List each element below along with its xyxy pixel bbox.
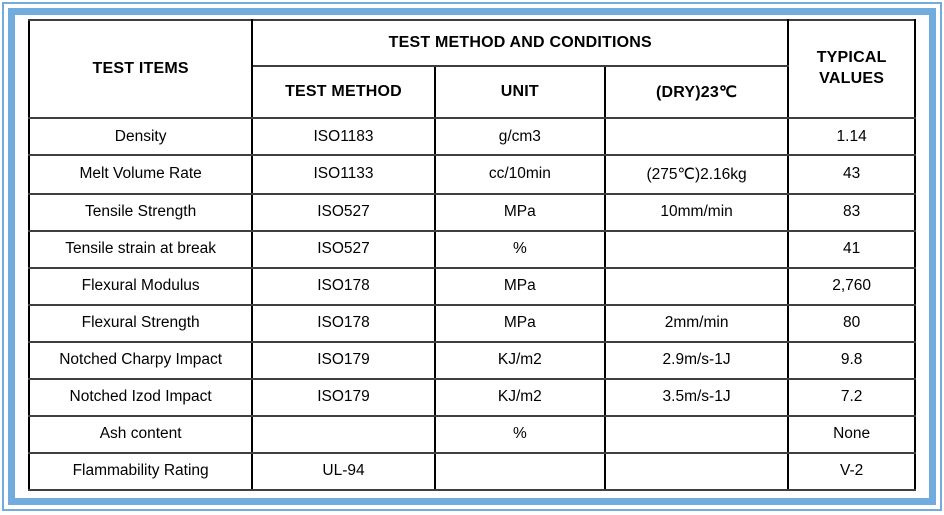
cell-typical-value: 83: [787, 192, 916, 232]
cell-unit: %: [433, 414, 606, 454]
cell-unit: KJ/m2: [433, 377, 606, 417]
cell-condition: 10mm/min: [603, 192, 790, 232]
cell-typical-value: 41: [787, 229, 916, 269]
cell-condition: [603, 414, 790, 454]
cell-unit: [433, 451, 606, 492]
spec-table: TEST ITEMS TEST METHOD AND CONDITIONS TY…: [27, 19, 916, 492]
header-condition: (DRY)23℃: [603, 65, 790, 119]
cell-typical-value: 2,760: [787, 266, 916, 306]
cell-typical-value: V-2: [787, 451, 916, 492]
table-row: Notched Charpy Impact ISO179 KJ/m2 2.9m/…: [27, 340, 916, 380]
table-row: Ash content % None: [27, 414, 916, 454]
cell-unit: MPa: [433, 266, 606, 306]
cell-test-item: Density: [27, 117, 254, 156]
cell-test-method: ISO179: [251, 340, 436, 380]
cell-test-item: Flammability Rating: [27, 451, 254, 492]
cell-condition: [603, 451, 790, 492]
cell-test-item: Notched Charpy Impact: [27, 340, 254, 380]
table-row: Tensile Strength ISO527 MPa 10mm/min 83: [27, 192, 916, 232]
cell-test-method: ISO178: [251, 303, 436, 343]
cell-typical-value: 9.8: [787, 340, 916, 380]
table-row: Flexural Modulus ISO178 MPa 2,760: [27, 266, 916, 306]
table-row: Density ISO1183 g/cm3 1.14: [27, 117, 916, 156]
cell-typical-value: 43: [787, 154, 916, 195]
cell-test-method: ISO1133: [251, 154, 436, 195]
cell-condition: [603, 266, 790, 306]
header-unit: UNIT: [433, 65, 606, 119]
cell-test-item: Flexural Modulus: [27, 266, 254, 306]
cell-test-method: ISO179: [251, 377, 436, 417]
cell-test-method: ISO527: [251, 192, 436, 232]
cell-test-item: Melt Volume Rate: [27, 154, 254, 195]
cell-typical-value: 80: [787, 303, 916, 343]
header-test-items: TEST ITEMS: [27, 19, 254, 119]
cell-test-method: ISO1183: [251, 117, 436, 156]
cell-unit: g/cm3: [433, 117, 606, 156]
cell-condition: [603, 117, 790, 156]
cell-test-method: UL-94: [251, 451, 436, 492]
table-row: Notched Izod Impact ISO179 KJ/m2 3.5m/s-…: [27, 377, 916, 417]
table-row: Tensile strain at break ISO527 % 41: [27, 229, 916, 269]
cell-condition: [603, 229, 790, 269]
header-method-and-conditions: TEST METHOD AND CONDITIONS: [251, 19, 790, 67]
cell-unit: %: [433, 229, 606, 269]
table-header-row-bottom: TEST METHOD UNIT (DRY)23℃: [29, 65, 915, 119]
cell-test-method: ISO527: [251, 229, 436, 269]
table-row: Melt Volume Rate ISO1133 cc/10min (275℃)…: [27, 154, 916, 195]
cell-typical-value: 1.14: [787, 117, 916, 156]
table-row: Flammability Rating UL-94 V-2: [27, 451, 916, 492]
header-test-method: TEST METHOD: [251, 65, 436, 119]
table-row: Flexural Strength ISO178 MPa 2mm/min 80: [27, 303, 916, 343]
cell-test-item: Tensile strain at break: [27, 229, 254, 269]
cell-test-method: [251, 414, 436, 454]
cell-unit: MPa: [433, 192, 606, 232]
cell-condition: 3.5m/s-1J: [603, 377, 790, 417]
cell-test-item: Notched Izod Impact: [27, 377, 254, 417]
cell-condition: (275℃)2.16kg: [603, 154, 790, 195]
cell-test-item: Tensile Strength: [27, 192, 254, 232]
cell-unit: MPa: [433, 303, 606, 343]
cell-condition: 2mm/min: [603, 303, 790, 343]
decorative-inner-frame: TEST ITEMS TEST METHOD AND CONDITIONS TY…: [8, 8, 936, 505]
cell-test-method: ISO178: [251, 266, 436, 306]
cell-unit: KJ/m2: [433, 340, 606, 380]
cell-typical-value: None: [787, 414, 916, 454]
header-typical-values: TYPICAL VALUES: [787, 19, 916, 119]
table-header-row-top: TEST ITEMS TEST METHOD AND CONDITIONS TY…: [27, 19, 916, 119]
cell-test-item: Flexural Strength: [27, 303, 254, 343]
cell-typical-value: 7.2: [787, 377, 916, 417]
cell-condition: 2.9m/s-1J: [603, 340, 790, 380]
cell-test-item: Ash content: [27, 414, 254, 454]
cell-unit: cc/10min: [433, 154, 606, 195]
